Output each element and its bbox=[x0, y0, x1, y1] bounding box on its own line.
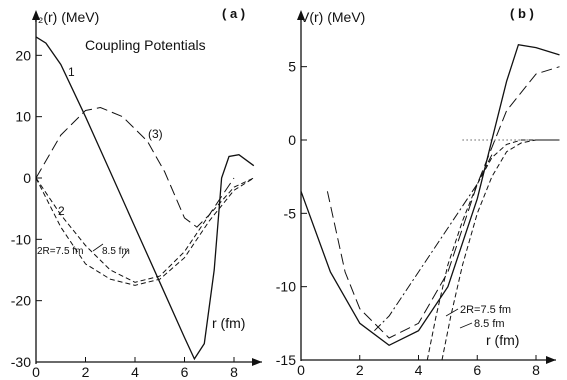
panel-a-ytick-label: -20 bbox=[11, 293, 31, 309]
panel-b-xtick-label: 4 bbox=[415, 362, 423, 378]
curve-label-3: (3) bbox=[148, 127, 163, 141]
panel-a-series-2 bbox=[35, 177, 255, 283]
panel-b-xtick-label: 6 bbox=[473, 362, 481, 378]
panel-b-ytick-label: -10 bbox=[276, 279, 296, 295]
panel-b-label: ( b ) bbox=[510, 6, 534, 21]
panel-a-label: ( a ) bbox=[222, 6, 245, 21]
panel-a-ytick-label: -10 bbox=[11, 231, 31, 247]
panel-a-ytick-label: 10 bbox=[15, 109, 31, 125]
panel-a-xtick-label: 0 bbox=[32, 364, 40, 380]
radius-label-b-85: 8.5 fm bbox=[474, 318, 505, 330]
panel-a-xtick-label: 6 bbox=[181, 364, 189, 380]
panel-a-series-3 bbox=[35, 106, 235, 228]
panel-b-ytick-label: -5 bbox=[284, 205, 297, 221]
curve-label-2: 2 bbox=[58, 204, 65, 218]
panel-b-series-solid bbox=[300, 43, 560, 347]
panel-b-series-longdash bbox=[326, 66, 560, 339]
panel-a-xlabel: r (fm) bbox=[212, 315, 245, 331]
panel-a-y-arrow bbox=[32, 10, 40, 20]
panel-b-xlabel: r (fm) bbox=[486, 332, 519, 348]
radius-pointer-85 bbox=[121, 249, 129, 259]
panel-a-xtick-label: 4 bbox=[131, 364, 139, 380]
panel-a-ytick-label: -30 bbox=[11, 354, 31, 370]
panel-a-series-1 bbox=[35, 36, 255, 361]
panel-b-xtick-label: 8 bbox=[532, 362, 540, 378]
panel-b-y-arrow bbox=[297, 10, 305, 20]
radius-label-75: 2R=7.5 fm bbox=[37, 246, 83, 257]
panel-b-series-dash-7.5 bbox=[426, 139, 560, 361]
radius-pointer-75 bbox=[92, 243, 104, 252]
radius-label-85: 8.5 fm bbox=[102, 246, 130, 257]
panel-b-ytick-label: 0 bbox=[288, 132, 296, 148]
panel-a-series-2b bbox=[35, 177, 255, 286]
panel-b-ytick-label: 5 bbox=[288, 59, 296, 75]
panel-b-xtick-label: 2 bbox=[356, 362, 364, 378]
radius-label-b-75: 2R=7.5 fm bbox=[460, 304, 511, 316]
panel-a-ytick-label: 20 bbox=[15, 47, 31, 63]
panel-a-annotation: Coupling Potentials bbox=[85, 37, 206, 53]
panel-b-xtick-label: 0 bbox=[297, 362, 305, 378]
panel-a-ytick-label: 0 bbox=[23, 170, 31, 186]
panel-a-xtick-label: 8 bbox=[230, 364, 238, 380]
radius-pointer-b-85 bbox=[459, 322, 473, 329]
curve-label-1: 1 bbox=[68, 65, 75, 79]
panel-b-ylabel: V(r) (MeV) bbox=[300, 9, 365, 25]
radius-pointer-b-75 bbox=[445, 308, 459, 317]
panel-a-x-arrow bbox=[252, 358, 262, 366]
panel-a-ylabel: I₂(r) (MeV) bbox=[34, 9, 99, 25]
panel-b-series-dashdot bbox=[374, 154, 493, 332]
panel-b-ytick-label: -15 bbox=[276, 352, 296, 368]
panel-a-xtick-label: 2 bbox=[82, 364, 90, 380]
